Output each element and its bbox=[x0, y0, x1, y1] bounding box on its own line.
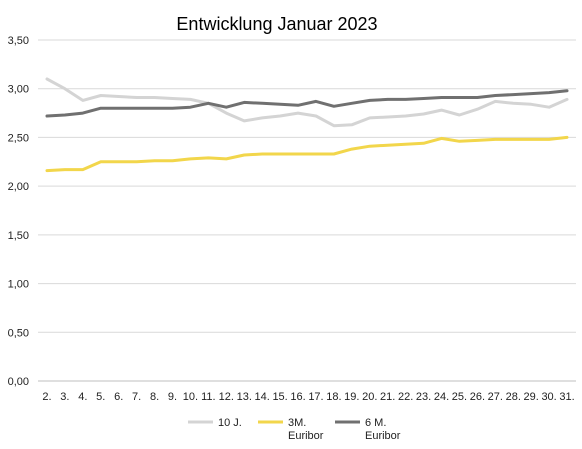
x-tick-label: 23. bbox=[416, 391, 431, 403]
x-tick-label: 15. bbox=[272, 391, 287, 403]
x-tick-label: 3. bbox=[60, 391, 69, 403]
x-tick-label: 10. bbox=[183, 391, 198, 403]
y-tick-label: 0,00 bbox=[8, 376, 29, 388]
y-axis-ticks: 0,00 0,50 1,00 1,50 2,00 2,50 3,00 3,50 bbox=[8, 35, 29, 388]
x-tick-label: 21. bbox=[380, 391, 395, 403]
series-line-1 bbox=[45, 77, 569, 128]
x-tick-label: 31. bbox=[559, 391, 574, 403]
y-tick-label: 1,00 bbox=[8, 279, 29, 291]
x-tick-label: 20. bbox=[362, 391, 377, 403]
series-line-3 bbox=[45, 89, 569, 118]
x-tick-label: 19. bbox=[344, 391, 359, 403]
y-tick-label: 0,50 bbox=[8, 327, 29, 339]
x-tick-label: 4. bbox=[78, 391, 87, 403]
y-tick-label: 2,00 bbox=[8, 181, 29, 193]
chart-title: Entwicklung Januar 2023 bbox=[176, 14, 377, 34]
x-tick-label: 8. bbox=[150, 391, 159, 403]
y-tick-label: 3,50 bbox=[8, 35, 29, 47]
legend-label: 10 J. bbox=[218, 417, 242, 429]
x-tick-label: 29. bbox=[524, 391, 539, 403]
x-tick-label: 30. bbox=[541, 391, 556, 403]
x-tick-label: 6. bbox=[114, 391, 123, 403]
x-tick-label: 28. bbox=[506, 391, 521, 403]
x-tick-label: 18. bbox=[326, 391, 341, 403]
y-tick-label: 2,50 bbox=[8, 132, 29, 144]
x-tick-label: 12. bbox=[219, 391, 234, 403]
x-axis-ticks: 2. 3. 4. 5. 6. 7. 8. 9. 10. 11. 12. 13. 14. 15. 16. 17.… bbox=[42, 391, 574, 403]
x-tick-label: 17. bbox=[308, 391, 323, 403]
series-lines bbox=[45, 77, 569, 173]
series-line-2 bbox=[45, 135, 569, 173]
x-tick-label: 24. bbox=[434, 391, 449, 403]
y-tick-label: 1,50 bbox=[8, 230, 29, 242]
legend-label: 6 M. Euribor bbox=[365, 417, 401, 442]
y-tick-label: 3,00 bbox=[8, 84, 29, 96]
x-tick-label: 11. bbox=[201, 391, 215, 403]
x-tick-label: 5. bbox=[96, 391, 105, 403]
x-tick-label: 2. bbox=[42, 391, 51, 403]
gridlines bbox=[38, 39, 576, 382]
x-tick-label: 27. bbox=[488, 391, 503, 403]
x-tick-label: 14. bbox=[255, 391, 270, 403]
x-tick-label: 25. bbox=[452, 391, 467, 403]
x-tick-label: 22. bbox=[398, 391, 413, 403]
legend: 10 J. 3M. Euribor 6 M. Euribor bbox=[188, 417, 401, 442]
x-tick-label: 16. bbox=[290, 391, 305, 403]
x-tick-label: 9. bbox=[168, 391, 177, 403]
x-tick-label: 7. bbox=[132, 391, 141, 403]
x-tick-label: 26. bbox=[470, 391, 485, 403]
legend-label: 3M. Euribor bbox=[288, 417, 324, 442]
x-tick-label: 13. bbox=[237, 391, 252, 403]
